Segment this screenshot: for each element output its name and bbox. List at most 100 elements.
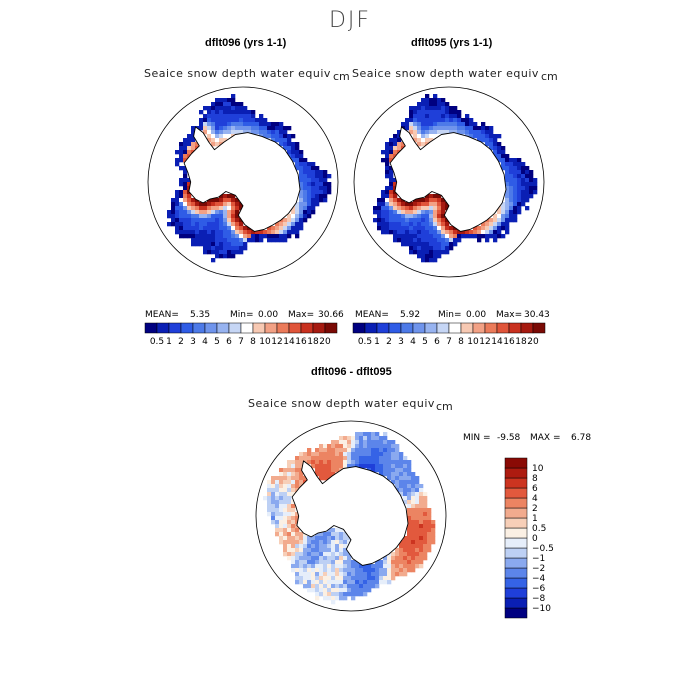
panel-1-max-label: Max= (288, 310, 315, 320)
colorbar-swatch (504, 517, 528, 529)
panel-2-title: dflt095 (yrs 1-1) (411, 37, 493, 49)
colorbar-swatch (144, 322, 158, 334)
panel-1-variable: Seaice snow depth water equiv (144, 67, 331, 80)
panel-2-mean-value: 5.92 (400, 310, 421, 320)
colorbar-tick-label: 8 (250, 337, 256, 347)
colorbar-swatch (508, 322, 522, 334)
map-boundary (147, 86, 339, 278)
colorbar-tick-label: 0.5 (150, 337, 164, 347)
colorbar-tick-label: 10 (467, 337, 479, 347)
colorbar-swatch (504, 587, 528, 599)
colorbar-tick-label: 6 (434, 337, 440, 347)
colorbar-tick-label: 1 (374, 337, 380, 347)
panel-3-title: dflt096 - dflt095 (311, 366, 392, 378)
panel-1-title: dflt096 (yrs 1-1) (205, 37, 287, 49)
colorbar-tick-label: 16 (503, 337, 515, 347)
colorbar-swatch (156, 322, 170, 334)
colorbar-tick-label: 3 (398, 337, 404, 347)
colorbar-tick-label: 1 (166, 337, 172, 347)
colorbar-swatch (484, 322, 498, 334)
colorbar-tick-label: 4 (532, 494, 538, 504)
panel-2-mean-label: MEAN= (355, 310, 389, 320)
colorbar-tick-label: 0.5 (532, 524, 546, 534)
colorbar-swatch (216, 322, 230, 334)
colorbar-swatch (496, 322, 510, 334)
colorbar-tick-label: 0 (532, 534, 538, 544)
colorbar-swatch (192, 322, 206, 334)
colorbar-swatch (504, 527, 528, 539)
colorbar-swatch (352, 322, 366, 334)
colorbar-swatch (400, 322, 414, 334)
colorbar-swatch (324, 322, 338, 334)
colorbar-swatch (504, 567, 528, 579)
colorbar-swatch (388, 322, 402, 334)
panel-1-max-value: 30.66 (318, 310, 344, 320)
colorbar-tick-label: 7 (446, 337, 452, 347)
colorbar-tick-label: 5 (422, 337, 428, 347)
panel-2-map (353, 86, 545, 278)
colorbar-swatch (504, 467, 528, 479)
colorbar-tick-label: −8 (532, 594, 546, 604)
panel-3-map (255, 420, 447, 612)
colorbar-swatch (288, 322, 302, 334)
colorbar-swatch (504, 457, 528, 469)
colorbar-swatch (240, 322, 254, 334)
colorbar-swatch (412, 322, 426, 334)
colorbar-tick-label: −6 (532, 584, 546, 594)
colorbar-tick-label: 10 (259, 337, 271, 347)
antarctica-coastline (389, 126, 507, 232)
colorbar-swatch (300, 322, 314, 334)
panel-3-min-label: MIN = (463, 433, 491, 443)
sea-ice-field (263, 432, 436, 605)
panel-2-max-label: Max= (496, 310, 523, 320)
colorbar-tick-label: 14 (283, 337, 295, 347)
colorbar-tick-label: 4 (410, 337, 416, 347)
colorbar-tick-label: 16 (295, 337, 307, 347)
colorbar-swatch (312, 322, 326, 334)
panel-3-unit: cm (436, 400, 453, 413)
colorbar-tick-label: −10 (532, 604, 551, 614)
colorbar-swatch (504, 477, 528, 489)
panel-1-colorbar: 0.5 1 2 3 4 5 6 7 8 10 12 14 16 18 20 (144, 322, 338, 347)
colorbar-tick-label: 2 (178, 337, 184, 347)
colorbar-tick-label: 8 (458, 337, 464, 347)
colorbar-tick-label: 12 (479, 337, 490, 347)
colorbar-tick-label: 12 (271, 337, 282, 347)
colorbar-tick-label: 2 (532, 504, 538, 514)
colorbar-swatch (376, 322, 390, 334)
colorbar-swatch (252, 322, 266, 334)
colorbar-tick-label: 20 (319, 337, 331, 347)
colorbar-tick-label: −4 (532, 574, 546, 584)
panel-3-max-label: MAX = (530, 433, 561, 443)
panel-2-variable: Seaice snow depth water equiv (352, 67, 539, 80)
colorbar-swatch (264, 322, 278, 334)
colorbar-swatch (168, 322, 182, 334)
panel-2-unit: cm (541, 70, 558, 83)
colorbar-swatch (504, 507, 528, 519)
panel-3-min-value: -9.58 (497, 433, 521, 443)
colorbar-tick-label: 0.5 (358, 337, 372, 347)
colorbar-swatch (504, 497, 528, 509)
colorbar-tick-label: 3 (190, 337, 196, 347)
colorbar-tick-label: 10 (532, 464, 544, 474)
colorbar-swatch (460, 322, 474, 334)
map-boundary (255, 420, 447, 612)
colorbar-tick-label: 20 (527, 337, 539, 347)
colorbar-tick-label: 1 (532, 514, 538, 524)
panel-2-colorbar: 0.5 1 2 3 4 5 6 7 8 10 12 14 16 18 20 (352, 322, 546, 347)
colorbar-tick-label: 8 (532, 474, 538, 484)
colorbar-tick-label: 18 (515, 337, 527, 347)
colorbar-swatch (504, 597, 528, 609)
colorbar-tick-label: −0.5 (532, 544, 554, 554)
sea-ice-field (373, 94, 538, 263)
colorbar-swatch (436, 322, 450, 334)
colorbar-swatch (204, 322, 218, 334)
panel-1-min-label: Min= (230, 310, 254, 320)
colorbar-swatch (472, 322, 486, 334)
colorbar-tick-label: 6 (226, 337, 232, 347)
panel-2-max-value: 30.43 (524, 310, 550, 320)
panel-3-max-value: 6.78 (571, 433, 592, 443)
colorbar-swatch (180, 322, 194, 334)
